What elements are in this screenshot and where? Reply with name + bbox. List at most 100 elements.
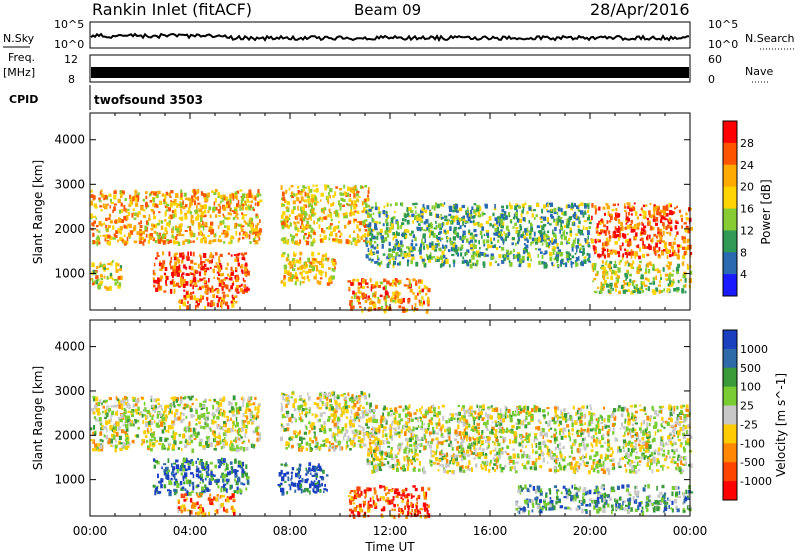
power-cell-r7 [413,215,417,221]
velocity-cell-r4 [330,391,334,395]
power-cell-r7 [477,213,482,218]
velocity-cell-r2 [191,501,194,505]
velocity-cell-r0 [171,426,174,430]
power-cell-r9 [645,288,648,291]
power-cell-r0 [109,205,112,209]
velocity-cell-r0 [112,425,116,429]
velocity-cell-r2 [233,510,236,514]
power-cell-r8 [646,253,650,257]
velocity-cell-r0 [104,411,107,416]
power-cell-r7 [370,252,373,256]
power-cell-r0 [220,200,222,204]
power-cell-r0 [153,230,157,234]
power-cell-r3 [231,294,234,299]
power-cell-r4 [286,240,289,245]
power-cell-r9 [634,287,638,292]
power-cell-r0 [246,231,248,235]
power-cell-r7 [529,233,531,236]
power-cell-r4 [310,216,312,221]
velocity-cell-r3 [281,491,284,496]
power-cell-r0 [196,191,198,195]
velocity-cell-r4 [305,447,309,452]
velocity-cell-r0 [252,414,256,420]
power-cell-r9 [682,284,686,288]
power-cell-r8 [661,210,665,213]
power-cell-r8 [663,224,665,230]
power-cell-r2 [185,281,189,286]
power-cell-r7 [498,222,500,227]
power-cell-r5 [294,271,297,276]
power-cell-r4 [295,193,298,197]
velocity-cell-r3 [298,484,301,487]
power-cell-r4 [320,192,324,197]
velocity-cell-r3 [305,487,309,491]
power-cell-r2 [198,271,202,277]
power-cell-r7 [469,236,474,240]
power-cell-r7 [442,254,446,259]
power-cell-r7 [588,222,592,225]
velocity-cell-r0 [227,428,229,432]
velocity-cell-r0 [256,412,259,415]
velocity-cell-r0 [109,424,113,430]
velocity-cell-r4 [360,440,362,444]
power-cell-r7 [549,251,553,257]
power-cell-r5 [332,275,335,280]
velocity-cell-r1 [163,484,167,489]
power-cell-r8 [658,211,662,216]
power-cell-r7 [500,229,503,232]
velocity-cell-r1 [220,486,223,489]
power-cell-r0 [207,192,210,198]
power-cell-r5 [282,252,286,255]
power-cell-r7 [552,229,554,235]
velocity-cell-r1 [217,459,221,464]
power-cell-r0 [153,224,155,228]
power-cell-r0 [241,196,245,202]
power-cell-r8 [634,235,637,240]
power-cell-r4 [301,206,305,212]
velocity-cell-r1 [239,489,243,494]
power-cell-r5 [289,272,292,277]
power-cell-r0 [97,241,101,245]
velocity-cell-r0 [245,429,248,434]
power-cell-r6 [419,279,422,283]
velocity-cell-r1 [173,488,177,492]
power-cell-r2 [173,256,177,261]
power-cell-r2 [235,267,238,271]
power-cell-r0 [113,190,117,195]
power-cell-r7 [428,228,430,233]
velocity-cell-r0 [97,402,101,407]
power-cell-r5 [300,264,304,270]
power-cell-r0 [164,227,168,232]
power-cell-r4 [356,224,359,229]
power-cell-r6 [377,285,382,288]
power-cell-r7 [587,214,591,218]
power-cell-r7 [447,220,450,225]
power-cell-r2 [218,279,222,283]
power-cell-r8 [591,203,594,208]
power-cell-r6 [395,278,398,283]
power-cell-r2 [244,288,247,292]
power-cell-r2 [158,262,163,267]
velocity-cell-r4 [336,394,340,398]
power-cell-r2 [219,253,223,257]
power-cell-r0 [152,203,155,207]
power-cell-r4 [306,218,310,221]
power-cell-r4 [335,186,338,189]
power-cell-r7 [472,243,476,248]
power-cell-r7 [365,237,368,240]
velocity-cell-r2 [185,497,188,501]
power-cell-r0 [140,205,144,211]
power-cell-r5 [301,281,305,284]
power-cell-r7 [465,210,467,215]
velocity-cell-r0 [117,425,121,431]
power-cell-r7 [454,248,457,253]
velocity-cell-r2 [200,493,203,496]
power-cell-r2 [203,280,207,284]
power-cell-r9 [606,283,609,288]
power-cell-r4 [300,225,302,229]
power-cell-r0 [201,205,205,210]
power-cell-r6 [373,301,376,305]
power-cell-r7 [385,227,389,233]
power-cell-r7 [544,250,548,255]
